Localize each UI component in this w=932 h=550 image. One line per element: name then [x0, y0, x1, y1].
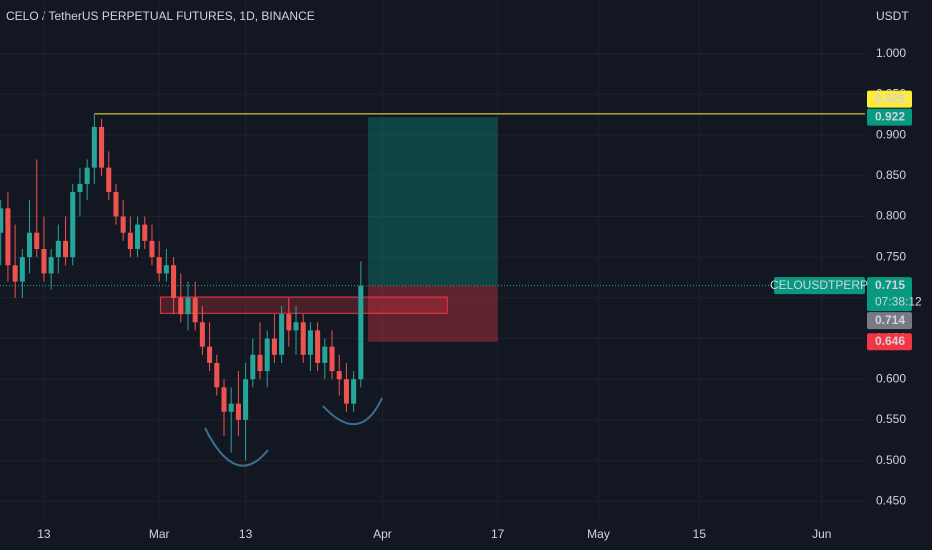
candle-body: [120, 216, 126, 233]
y-tick-label: 0.800: [876, 209, 906, 223]
candle-body: [358, 285, 364, 380]
plot: [0, 113, 865, 461]
candle-body: [34, 232, 40, 250]
candle-body: [127, 232, 133, 250]
x-tick-label: 15: [693, 527, 707, 541]
y-tick-label: 0.750: [876, 249, 906, 263]
candle-body: [307, 330, 313, 355]
grid: [0, 0, 865, 520]
candle-body: [300, 322, 306, 355]
price-tag: [867, 108, 912, 126]
candle-body: [279, 314, 285, 355]
candle-body: [171, 265, 177, 298]
zone: [160, 296, 448, 314]
candle-body: [257, 354, 263, 372]
candle-body: [27, 232, 33, 258]
candle-body: [207, 346, 213, 363]
candle-body: [70, 192, 76, 258]
candle-body: [156, 257, 162, 274]
price-tag: [867, 277, 912, 312]
pattern-curve: [204, 427, 269, 467]
candle-body: [199, 322, 205, 347]
symbol-tag: [774, 277, 865, 295]
candle-body: [243, 379, 249, 420]
candle-body: [228, 403, 234, 412]
candle-body: [99, 126, 105, 168]
pattern-curve: [322, 397, 383, 425]
candle-body: [235, 403, 241, 420]
candle-body: [163, 265, 169, 274]
y-tick-label: 0.500: [876, 453, 906, 467]
candle-body: [113, 192, 119, 217]
y-unit: USDT: [876, 9, 909, 23]
y-tick-label: 0.450: [876, 493, 906, 507]
candle-body: [0, 208, 4, 233]
candle-body: [5, 208, 11, 266]
candle-body: [178, 297, 184, 315]
candle-body: [271, 338, 277, 355]
y-tick-label: 0.600: [876, 371, 906, 385]
x-tick-label: 13: [37, 527, 51, 541]
y-tick-label: 0.850: [876, 168, 906, 182]
symbol-label: CELOUSDTPERP: [770, 278, 868, 292]
price-tag-label: 0.714: [875, 313, 905, 327]
candle-body: [343, 379, 349, 404]
candle-body: [55, 240, 61, 258]
candle-body: [221, 387, 227, 412]
price-tag: [867, 312, 912, 330]
candle-body: [106, 167, 112, 193]
candle-body: [264, 338, 270, 372]
y-tick-label: 0.900: [876, 127, 906, 141]
candle-body: [19, 257, 25, 282]
y-tick-label: 0.550: [876, 412, 906, 426]
candle-body: [351, 379, 357, 404]
candle-body: [149, 240, 155, 258]
candle-body: [214, 362, 220, 388]
candle-body: [135, 224, 141, 250]
candle-body: [192, 297, 198, 323]
candle-body: [63, 240, 69, 258]
position-stop: [368, 285, 498, 342]
y-tick-label: 1.000: [876, 46, 906, 60]
candle-body: [91, 126, 97, 168]
candle-body: [315, 330, 321, 363]
candle-body: [142, 224, 148, 241]
x-tick-label: 17: [491, 527, 505, 541]
price-tag-label: 0.926: [875, 91, 905, 105]
countdown: 07:38:12: [875, 294, 922, 308]
price-tag: [867, 333, 912, 351]
candle-body: [329, 346, 335, 372]
chart-title: CELO / TetherUS PERPETUAL FUTURES, 1D, B…: [6, 9, 315, 23]
candle-body: [250, 354, 256, 380]
price-tag-label: 0.646: [875, 334, 905, 348]
x-tick-label: May: [587, 527, 610, 541]
price-tag-label: 0.922: [875, 109, 905, 123]
position-target: [368, 117, 498, 286]
candle-body: [84, 167, 90, 184]
candle-body: [48, 257, 54, 274]
x-tick-label: Mar: [149, 527, 170, 541]
candle-body: [77, 183, 83, 193]
candle-body: [336, 371, 342, 380]
x-tick-label: Jun: [812, 527, 831, 541]
candle-body: [41, 249, 47, 274]
candle-body: [286, 314, 292, 331]
candle-body: [322, 346, 328, 363]
x-tick-label: Apr: [373, 527, 392, 541]
x-tick-label: 13: [239, 527, 253, 541]
price-tag-label: 0.715: [875, 278, 905, 292]
price-tag: [867, 90, 912, 108]
price-axis: 0.4500.5000.5500.6000.6500.7000.7500.800…: [37, 46, 922, 541]
candle-body: [12, 265, 18, 282]
candle-body: [293, 322, 299, 331]
candle-body: [185, 297, 191, 315]
